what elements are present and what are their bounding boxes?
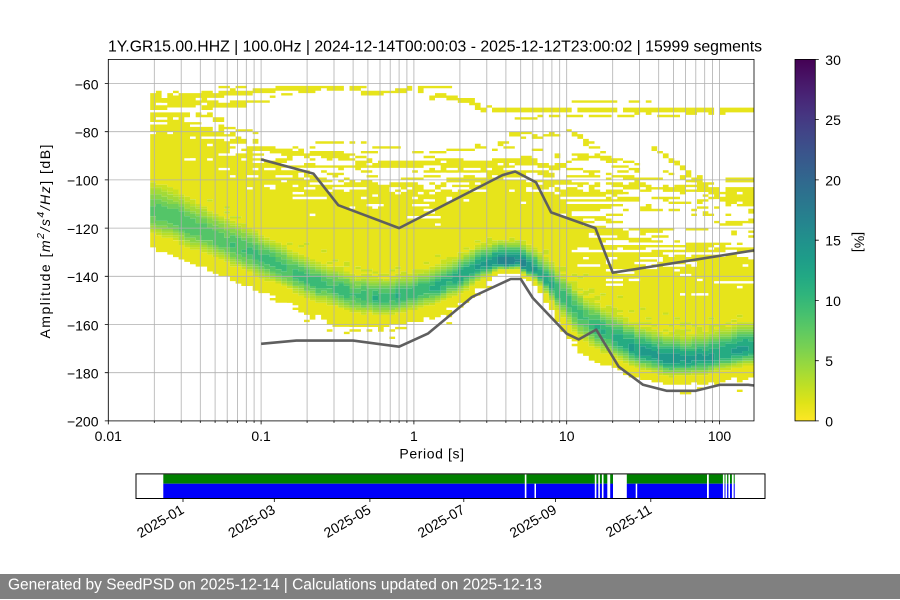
svg-text:−120: −120 [67, 221, 99, 237]
svg-text:25: 25 [825, 112, 841, 128]
svg-text:−100: −100 [67, 173, 99, 189]
svg-text:Period [s]: Period [s] [399, 446, 464, 462]
svg-text:0.1: 0.1 [251, 428, 271, 444]
svg-text:0: 0 [825, 413, 833, 429]
svg-text:1Y.GR15.00.HHZ | 100.0Hz | 202: 1Y.GR15.00.HHZ | 100.0Hz | 2024-12-14T00… [108, 39, 762, 56]
svg-text:Generated by SeedPSD on 2025-1: Generated by SeedPSD on 2025-12-14 | Cal… [8, 577, 542, 594]
svg-text:10: 10 [825, 293, 841, 309]
svg-text:100: 100 [708, 428, 732, 444]
svg-text:30: 30 [825, 52, 841, 68]
svg-text:5: 5 [825, 353, 833, 369]
svg-text:Amplitude [m2/s4/Hz] [dB]: Amplitude [m2/s4/Hz] [dB] [35, 143, 53, 338]
svg-text:10: 10 [559, 428, 575, 444]
svg-text:0.01: 0.01 [95, 428, 122, 444]
svg-text:−140: −140 [67, 269, 99, 285]
svg-text:−60: −60 [75, 76, 99, 92]
svg-text:−180: −180 [67, 366, 99, 382]
svg-text:[%]: [%] [852, 232, 868, 252]
svg-text:15: 15 [825, 233, 841, 249]
svg-text:−200: −200 [67, 414, 99, 430]
svg-text:20: 20 [825, 172, 841, 188]
svg-text:−80: −80 [75, 125, 99, 141]
svg-text:−160: −160 [67, 317, 99, 333]
svg-text:1: 1 [410, 428, 418, 444]
